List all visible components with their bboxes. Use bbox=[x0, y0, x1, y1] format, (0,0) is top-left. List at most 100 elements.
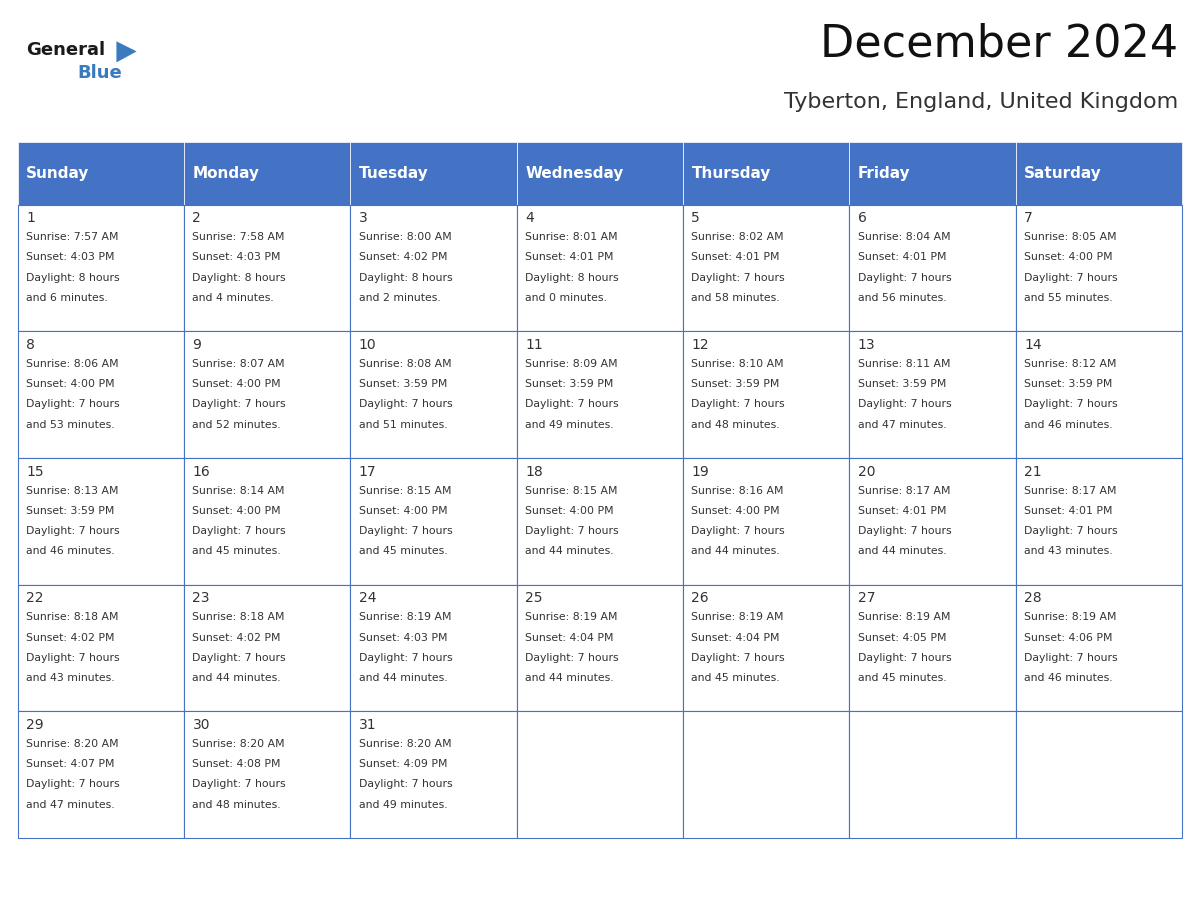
Text: Wednesday: Wednesday bbox=[525, 166, 624, 181]
Bar bbox=[849, 711, 1016, 838]
Text: Daylight: 7 hours: Daylight: 7 hours bbox=[691, 399, 785, 409]
Polygon shape bbox=[116, 41, 137, 62]
Text: 8: 8 bbox=[26, 338, 34, 352]
Text: and 49 minutes.: and 49 minutes. bbox=[359, 800, 448, 810]
Text: Sunrise: 8:00 AM: Sunrise: 8:00 AM bbox=[359, 232, 451, 242]
Text: Daylight: 7 hours: Daylight: 7 hours bbox=[192, 779, 286, 789]
Text: 24: 24 bbox=[359, 591, 377, 605]
Text: 17: 17 bbox=[359, 465, 377, 478]
Text: and 48 minutes.: and 48 minutes. bbox=[691, 420, 781, 430]
Text: 10: 10 bbox=[359, 338, 377, 352]
Text: Sunrise: 8:06 AM: Sunrise: 8:06 AM bbox=[26, 359, 119, 369]
Text: and 52 minutes.: and 52 minutes. bbox=[192, 420, 282, 430]
Text: 31: 31 bbox=[359, 718, 377, 732]
Text: Daylight: 7 hours: Daylight: 7 hours bbox=[192, 653, 286, 663]
Text: 5: 5 bbox=[691, 211, 700, 225]
Bar bbox=[184, 458, 350, 585]
Text: 13: 13 bbox=[858, 338, 876, 352]
Bar bbox=[517, 142, 683, 205]
Text: Sunset: 4:07 PM: Sunset: 4:07 PM bbox=[26, 759, 114, 769]
Text: and 44 minutes.: and 44 minutes. bbox=[858, 546, 947, 556]
Text: Sunset: 4:06 PM: Sunset: 4:06 PM bbox=[1024, 633, 1112, 643]
Text: Sunrise: 7:57 AM: Sunrise: 7:57 AM bbox=[26, 232, 119, 242]
Text: 14: 14 bbox=[1024, 338, 1042, 352]
Text: 27: 27 bbox=[858, 591, 876, 605]
Text: Sunrise: 8:14 AM: Sunrise: 8:14 AM bbox=[192, 486, 285, 496]
Text: Sunrise: 8:04 AM: Sunrise: 8:04 AM bbox=[858, 232, 950, 242]
Text: Daylight: 7 hours: Daylight: 7 hours bbox=[525, 653, 619, 663]
Bar bbox=[1016, 711, 1182, 838]
Text: Sunrise: 8:02 AM: Sunrise: 8:02 AM bbox=[691, 232, 784, 242]
Text: Tyberton, England, United Kingdom: Tyberton, England, United Kingdom bbox=[784, 92, 1178, 112]
Text: Sunset: 4:00 PM: Sunset: 4:00 PM bbox=[525, 506, 614, 516]
Text: Sunrise: 8:07 AM: Sunrise: 8:07 AM bbox=[192, 359, 285, 369]
Text: Sunset: 4:03 PM: Sunset: 4:03 PM bbox=[359, 633, 447, 643]
Text: Daylight: 7 hours: Daylight: 7 hours bbox=[858, 653, 952, 663]
Text: Sunrise: 8:08 AM: Sunrise: 8:08 AM bbox=[359, 359, 451, 369]
Bar bbox=[1016, 458, 1182, 585]
Bar bbox=[517, 585, 683, 711]
Bar bbox=[350, 331, 517, 458]
Text: Sunrise: 8:19 AM: Sunrise: 8:19 AM bbox=[691, 612, 784, 622]
Text: Sunset: 4:04 PM: Sunset: 4:04 PM bbox=[691, 633, 779, 643]
Text: Daylight: 8 hours: Daylight: 8 hours bbox=[26, 273, 120, 283]
Bar bbox=[1016, 331, 1182, 458]
Text: Sunset: 4:01 PM: Sunset: 4:01 PM bbox=[858, 506, 946, 516]
Text: 15: 15 bbox=[26, 465, 44, 478]
Text: and 43 minutes.: and 43 minutes. bbox=[26, 673, 115, 683]
Bar bbox=[18, 205, 184, 331]
Text: 2: 2 bbox=[192, 211, 201, 225]
Text: Sunset: 4:08 PM: Sunset: 4:08 PM bbox=[192, 759, 280, 769]
Bar bbox=[184, 142, 350, 205]
Bar bbox=[683, 711, 849, 838]
Text: December 2024: December 2024 bbox=[821, 23, 1178, 66]
Text: Daylight: 7 hours: Daylight: 7 hours bbox=[26, 653, 120, 663]
Text: 22: 22 bbox=[26, 591, 44, 605]
Text: 25: 25 bbox=[525, 591, 543, 605]
Text: Daylight: 7 hours: Daylight: 7 hours bbox=[359, 779, 453, 789]
Text: Sunset: 4:01 PM: Sunset: 4:01 PM bbox=[691, 252, 779, 263]
Text: Sunset: 4:03 PM: Sunset: 4:03 PM bbox=[192, 252, 280, 263]
Text: and 47 minutes.: and 47 minutes. bbox=[26, 800, 115, 810]
Text: and 46 minutes.: and 46 minutes. bbox=[1024, 420, 1113, 430]
Text: and 45 minutes.: and 45 minutes. bbox=[359, 546, 448, 556]
Text: Sunset: 4:05 PM: Sunset: 4:05 PM bbox=[858, 633, 946, 643]
Text: and 6 minutes.: and 6 minutes. bbox=[26, 293, 108, 303]
Text: Daylight: 7 hours: Daylight: 7 hours bbox=[26, 399, 120, 409]
Text: Daylight: 7 hours: Daylight: 7 hours bbox=[192, 526, 286, 536]
Text: and 46 minutes.: and 46 minutes. bbox=[1024, 673, 1113, 683]
Text: 12: 12 bbox=[691, 338, 709, 352]
Bar bbox=[350, 458, 517, 585]
Text: and 46 minutes.: and 46 minutes. bbox=[26, 546, 115, 556]
Text: and 55 minutes.: and 55 minutes. bbox=[1024, 293, 1113, 303]
Bar bbox=[18, 711, 184, 838]
Text: and 44 minutes.: and 44 minutes. bbox=[192, 673, 282, 683]
Text: Sunset: 4:02 PM: Sunset: 4:02 PM bbox=[192, 633, 280, 643]
Bar bbox=[517, 331, 683, 458]
Text: Sunset: 4:00 PM: Sunset: 4:00 PM bbox=[691, 506, 781, 516]
Text: 26: 26 bbox=[691, 591, 709, 605]
Text: and 51 minutes.: and 51 minutes. bbox=[359, 420, 448, 430]
Text: 1: 1 bbox=[26, 211, 34, 225]
Text: 6: 6 bbox=[858, 211, 866, 225]
Text: 16: 16 bbox=[192, 465, 210, 478]
Text: and 53 minutes.: and 53 minutes. bbox=[26, 420, 115, 430]
Text: Sunset: 4:00 PM: Sunset: 4:00 PM bbox=[1024, 252, 1113, 263]
Bar bbox=[18, 331, 184, 458]
Text: Sunrise: 8:10 AM: Sunrise: 8:10 AM bbox=[691, 359, 784, 369]
Text: Daylight: 7 hours: Daylight: 7 hours bbox=[858, 273, 952, 283]
Text: Sunset: 3:59 PM: Sunset: 3:59 PM bbox=[359, 379, 447, 389]
Text: Sunrise: 8:13 AM: Sunrise: 8:13 AM bbox=[26, 486, 119, 496]
Text: Daylight: 8 hours: Daylight: 8 hours bbox=[525, 273, 619, 283]
Text: Sunrise: 8:20 AM: Sunrise: 8:20 AM bbox=[359, 739, 451, 749]
Text: General: General bbox=[26, 41, 106, 60]
Bar bbox=[18, 142, 184, 205]
Text: Daylight: 7 hours: Daylight: 7 hours bbox=[691, 653, 785, 663]
Text: Sunrise: 8:12 AM: Sunrise: 8:12 AM bbox=[1024, 359, 1117, 369]
Text: Sunrise: 8:15 AM: Sunrise: 8:15 AM bbox=[525, 486, 618, 496]
Text: Daylight: 8 hours: Daylight: 8 hours bbox=[192, 273, 286, 283]
Bar bbox=[849, 142, 1016, 205]
Text: and 45 minutes.: and 45 minutes. bbox=[691, 673, 781, 683]
Text: Sunset: 4:01 PM: Sunset: 4:01 PM bbox=[525, 252, 613, 263]
Text: Daylight: 7 hours: Daylight: 7 hours bbox=[525, 399, 619, 409]
